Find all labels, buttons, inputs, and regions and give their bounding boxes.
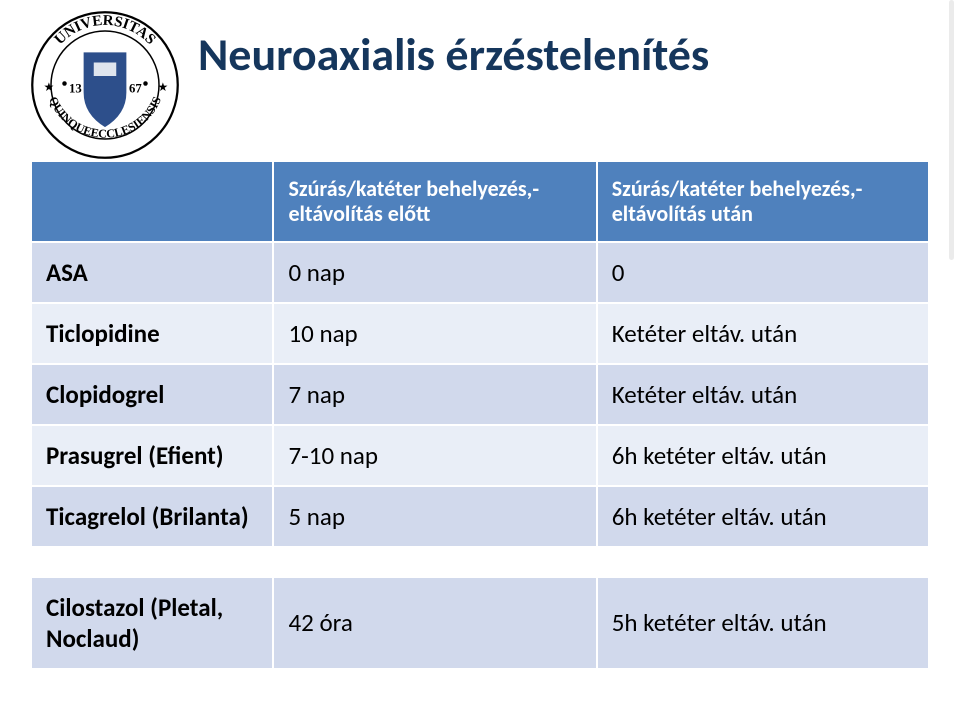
cell-drug: Ticlopidine [31, 303, 273, 364]
table-row: Clopidogrel 7 nap Ketéter eltáv. után [31, 364, 929, 425]
svg-text:★: ★ [44, 81, 55, 95]
cell-drug: ASA [31, 242, 273, 303]
col-header-before: Szúrás/katéter behelyezés,-eltávolítás e… [273, 161, 596, 242]
cell-before: 7 nap [273, 364, 596, 425]
cell-before: 0 nap [273, 242, 596, 303]
cell-before: 5 nap [273, 486, 596, 547]
table-header-row: Szúrás/katéter behelyezés,-eltávolítás e… [31, 161, 929, 242]
cell-after: Ketéter eltáv. után [597, 303, 929, 364]
page-title: Neuroaxialis érzéstelenítés [198, 10, 709, 81]
svg-text:13: 13 [69, 82, 82, 96]
table-row: ASA 0 nap 0 [31, 242, 929, 303]
cell-after: 6h ketéter eltáv. után [597, 486, 929, 547]
table-row: Ticagrelol (Brilanta) 5 nap 6h ketéter e… [31, 486, 929, 547]
cell-drug: Prasugrel (Efient) [31, 425, 273, 486]
cell-before: 7-10 nap [273, 425, 596, 486]
svg-text:★: ★ [158, 81, 169, 95]
cell-after: 5h ketéter eltáv. után [597, 577, 929, 669]
header-row: UNIVERSITAS QUINQUEECCLESIENSIS ★ ★ 13 6… [30, 10, 930, 160]
table-spacer [31, 547, 929, 577]
cell-after: Ketéter eltáv. után [597, 364, 929, 425]
slide: UNIVERSITAS QUINQUEECCLESIENSIS ★ ★ 13 6… [0, 0, 960, 720]
medication-table: Szúrás/katéter behelyezés,-eltávolítás e… [30, 160, 930, 670]
cell-drug: Ticagrelol (Brilanta) [31, 486, 273, 547]
seal-icon: UNIVERSITAS QUINQUEECCLESIENSIS ★ ★ 13 6… [30, 10, 180, 160]
cell-drug: Clopidogrel [31, 364, 273, 425]
table-row: Ticlopidine 10 nap Ketéter eltáv. után [31, 303, 929, 364]
scrollbar[interactable] [949, 0, 954, 260]
cell-drug: Cilostazol (Pletal, Noclaud) [31, 577, 273, 669]
university-seal-logo: UNIVERSITAS QUINQUEECCLESIENSIS ★ ★ 13 6… [30, 10, 180, 160]
cell-after: 0 [597, 242, 929, 303]
cell-before: 42 óra [273, 577, 596, 669]
table-row: Prasugrel (Efient) 7-10 nap 6h ketéter e… [31, 425, 929, 486]
col-header-drug [31, 161, 273, 242]
cell-after: 6h ketéter eltáv. után [597, 425, 929, 486]
table-row: Cilostazol (Pletal, Noclaud) 42 óra 5h k… [31, 577, 929, 669]
cell-before: 10 nap [273, 303, 596, 364]
svg-text:67: 67 [129, 82, 142, 96]
col-header-after: Szúrás/katéter behelyezés,-eltávolítás u… [597, 161, 929, 242]
